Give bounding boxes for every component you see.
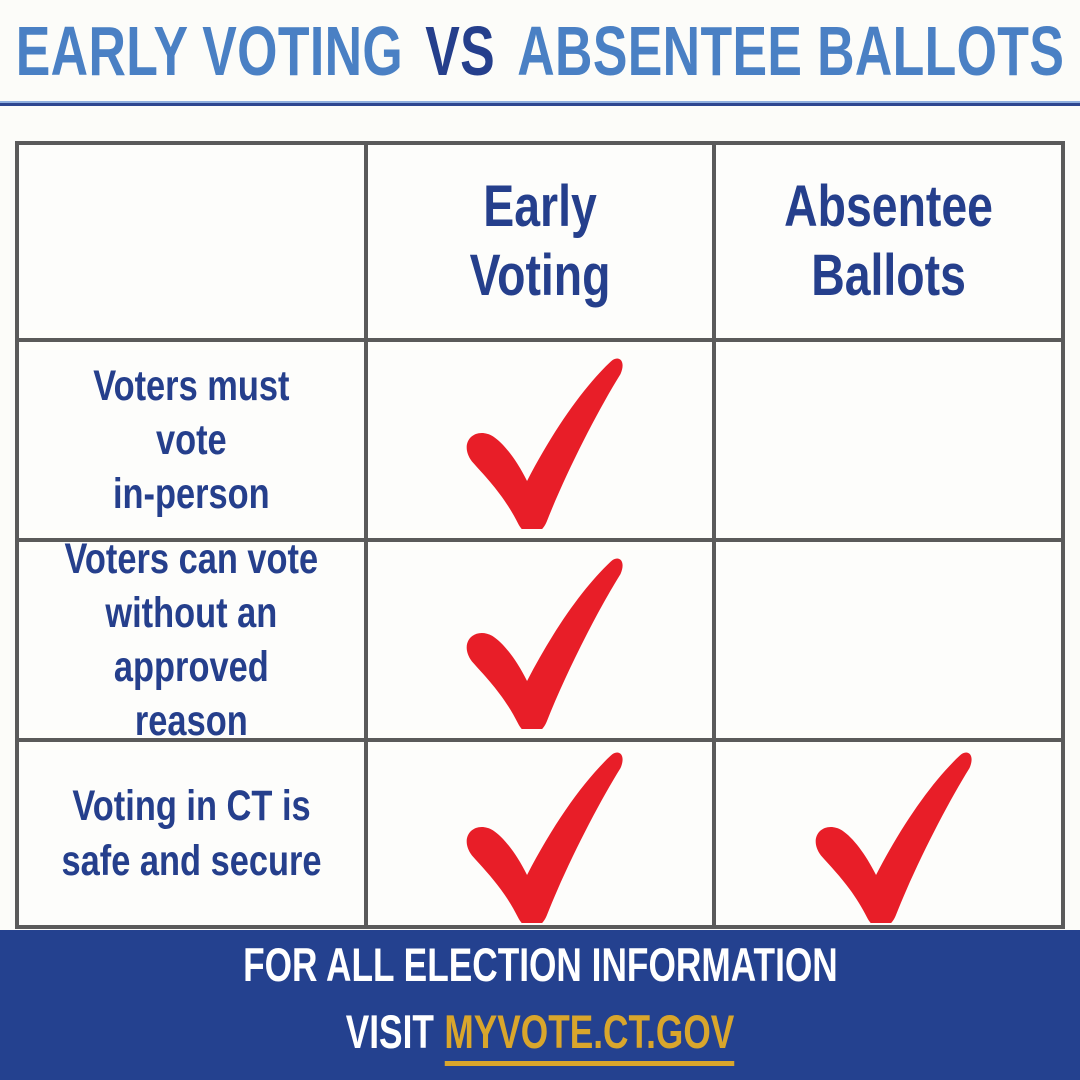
title-absentee-ballots: ABSENTEE BALLOTS <box>517 12 1065 90</box>
column-header-label: Early Voting <box>469 174 611 308</box>
row-label-in-person: Voters must vote in-person <box>19 342 364 538</box>
red-checkmark-icon <box>467 752 624 923</box>
check-cell-absentee-row1 <box>716 342 1061 538</box>
myvote-ct-gov-link[interactable]: MYVOTE.CT.GOV <box>444 1008 735 1066</box>
title-vs: VS <box>425 12 496 90</box>
comparison-table: Early Voting Absentee Ballots Voters mus… <box>15 141 1065 929</box>
row-label-safe-secure: Voting in CT is safe and secure <box>19 742 364 925</box>
footer: FOR ALL ELECTION INFORMATION VISIT MYVOT… <box>0 930 1080 1080</box>
red-checkmark-icon <box>815 752 972 923</box>
check-cell-early-voting-row1 <box>367 342 713 538</box>
footer-info-text: FOR ALL ELECTION INFORMATION <box>242 937 838 991</box>
row-label-text: Voting in CT is safe and secure <box>61 782 322 885</box>
title-early-voting: EARLY VOTING <box>15 12 404 90</box>
check-cell-early-voting-row2 <box>367 542 713 738</box>
red-checkmark-icon <box>467 358 624 529</box>
red-checkmark-icon <box>467 558 624 729</box>
check-cell-absentee-row3 <box>716 742 1061 925</box>
check-cell-early-voting-row3 <box>367 742 713 925</box>
header-cell-absentee-ballots: Absentee Ballots <box>716 145 1061 338</box>
row-label-text: Voters can vote without an approved reas… <box>64 542 319 738</box>
footer-line2: VISIT MYVOTE.CT.GOV <box>346 1008 735 1066</box>
page-title: EARLY VOTING VS ABSENTEE BALLOTS <box>16 12 1064 90</box>
footer-visit-label: VISIT <box>345 1004 434 1058</box>
footer-line1: FOR ALL ELECTION INFORMATION <box>243 941 838 988</box>
header-cell-empty <box>19 145 364 338</box>
header: EARLY VOTING VS ABSENTEE BALLOTS <box>0 0 1080 106</box>
column-header-label: Absentee Ballots <box>784 174 994 308</box>
row-label-text: Voters must vote in-person <box>93 361 290 519</box>
row-label-no-reason: Voters can vote without an approved reas… <box>19 542 364 738</box>
check-cell-absentee-row2 <box>716 542 1061 738</box>
header-divider <box>0 101 1080 106</box>
header-cell-early-voting: Early Voting <box>367 145 713 338</box>
